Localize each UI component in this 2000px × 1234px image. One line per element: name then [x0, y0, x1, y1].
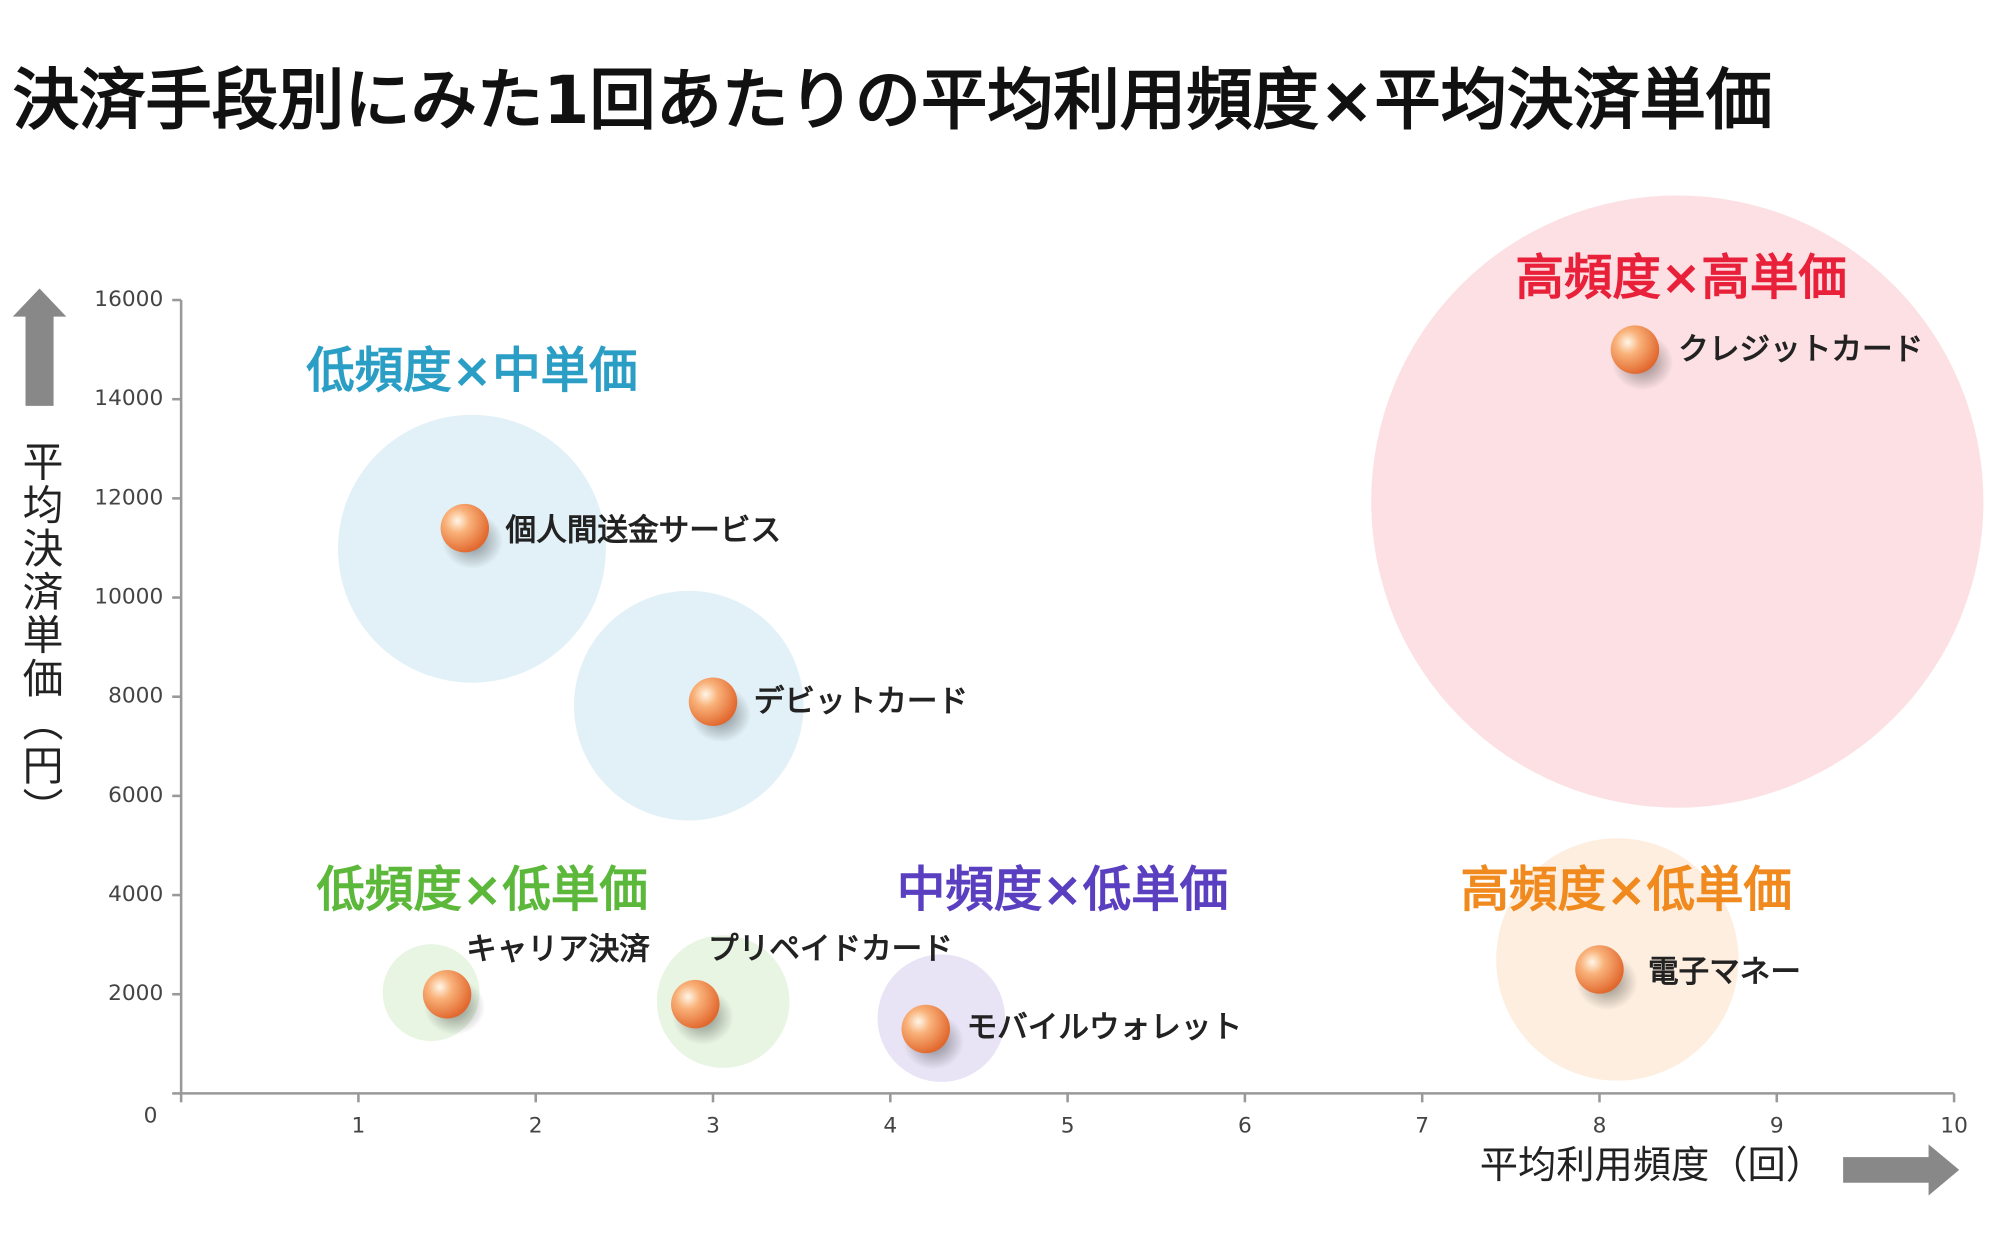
point-label: 電子マネー: [1648, 955, 1801, 990]
x-tick-label: 6: [1238, 1114, 1252, 1139]
point-label: 個人間送金サービス: [505, 512, 781, 548]
x-tick-label: 5: [1061, 1114, 1075, 1139]
point-label: デビットカード: [754, 683, 968, 719]
y-arrow: [12, 288, 67, 406]
x-tick-label: 10: [1940, 1114, 1968, 1139]
y-tick-label: 4000: [108, 882, 163, 907]
point: [440, 503, 490, 553]
x-tick-label: 1: [352, 1114, 366, 1139]
y-tick-label: 14000: [94, 386, 163, 411]
legend-label: 低頻度×中単価: [306, 343, 637, 399]
legend-label: 高頻度×高単価: [1515, 250, 1846, 306]
zone-halo: [1371, 195, 1984, 808]
x-tick-label: 4: [883, 1114, 897, 1139]
y-tick-label: 6000: [108, 783, 163, 808]
legend-label: 低頻度×低単価: [316, 862, 647, 918]
point-label: モバイルウォレット: [967, 1010, 1242, 1045]
point: [901, 1004, 950, 1054]
point: [1575, 945, 1624, 994]
point: [422, 969, 472, 1019]
y-tick-label: 0: [144, 1103, 158, 1128]
point: [671, 979, 720, 1029]
point-label: プリペイドカード: [708, 932, 953, 967]
point: [688, 677, 738, 726]
y-tick-label: 2000: [108, 981, 163, 1006]
point: [1610, 325, 1660, 374]
chart-title: 決済手段別にみた1回あたりの平均利用頻度×平均決済単価: [13, 61, 1773, 139]
y-axis-title: 平均決済単価（円）: [16, 440, 64, 830]
x-tick-label: 8: [1593, 1114, 1607, 1139]
zone-halo: [573, 590, 804, 821]
x-tick-label: 2: [529, 1114, 543, 1139]
x-tick-label: 7: [1415, 1114, 1429, 1139]
y-tick-label: 16000: [94, 287, 163, 312]
x-tick-label: 3: [706, 1114, 720, 1139]
legend-label: 中頻度×低単価: [897, 862, 1228, 918]
x-axis-title: 平均利用頻度（回）: [1480, 1143, 1824, 1188]
y-tick-label: 8000: [108, 684, 163, 709]
y-tick-label: 12000: [94, 485, 163, 510]
point-label: クレジットカード: [1678, 332, 1923, 367]
x-tick-label: 9: [1770, 1114, 1784, 1139]
x-arrow: [1843, 1144, 1960, 1196]
point-label: キャリア決済: [466, 932, 650, 967]
legend-label: 高頻度×低単価: [1461, 862, 1792, 918]
y-tick-label: 10000: [94, 585, 163, 610]
